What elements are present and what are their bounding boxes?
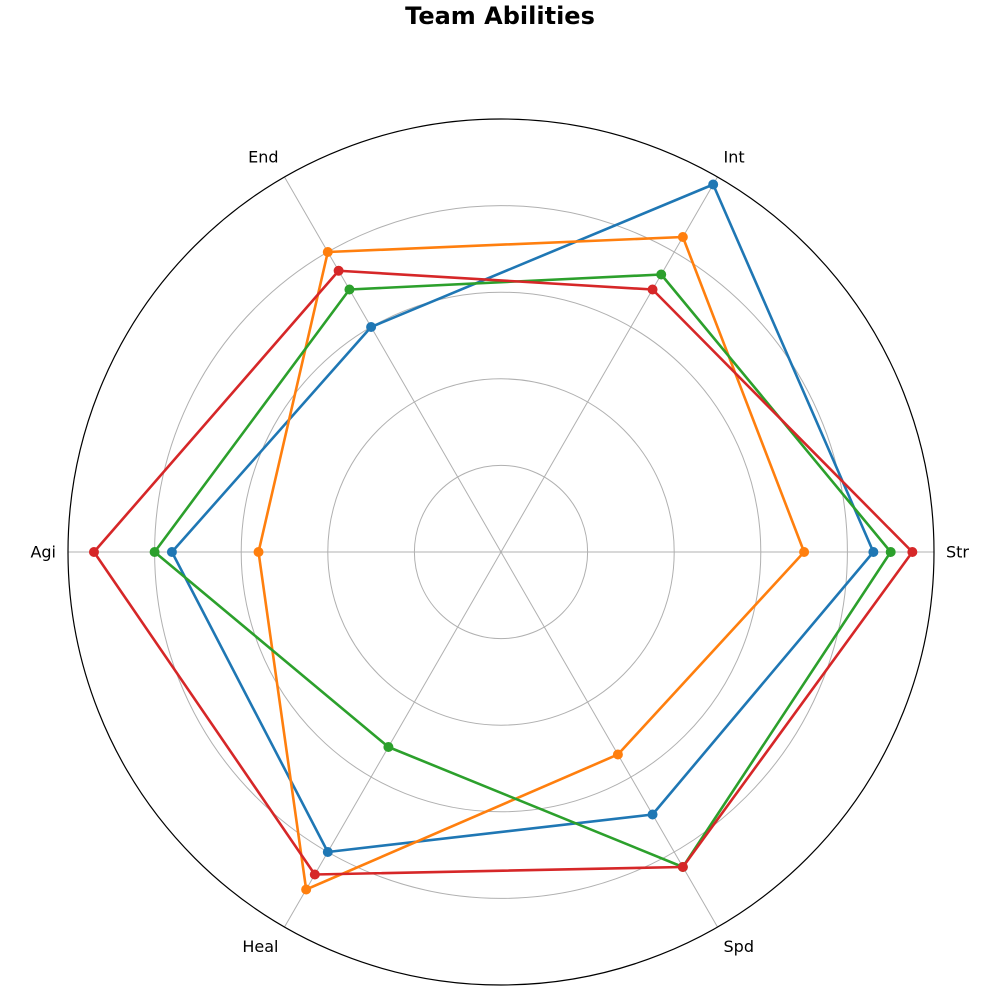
data-point [677,232,688,243]
series-layer [88,179,918,895]
data-point [868,547,879,557]
axis-spoke [284,551,502,928]
axis-label-layer: Str Spd Heal Agi End Int [30,148,969,956]
axis-label-str: Str [946,543,969,562]
chart-title: Team Abilities [405,2,595,30]
data-point [333,265,344,276]
series-4 [88,265,918,880]
data-point [88,547,99,557]
data-point [885,547,896,557]
axis-label-end: End [248,148,278,167]
data-point [322,846,333,857]
data-point [149,547,160,557]
outer-frame [67,118,935,986]
series-line [153,273,893,869]
data-point [309,869,320,880]
data-point [612,749,623,760]
data-point [708,179,719,190]
data-point [383,741,394,752]
axis-label-spd: Spd [724,937,754,956]
data-point [344,284,355,295]
series-1 [166,179,879,857]
data-point [253,547,264,557]
data-point [366,322,377,333]
data-point [677,861,688,872]
data-point [647,284,658,295]
axis-label-agi: Agi [30,543,56,562]
data-point [166,547,177,557]
data-point [647,809,658,820]
data-point [907,547,918,557]
data-point [799,547,810,557]
axis-spoke [284,176,502,553]
axis-label-int: Int [724,148,745,167]
data-point [656,269,667,280]
axis-label-heal: Heal [242,937,278,956]
series-line [257,235,806,891]
series-2 [253,232,810,895]
data-point [322,247,333,258]
data-point [301,884,312,895]
